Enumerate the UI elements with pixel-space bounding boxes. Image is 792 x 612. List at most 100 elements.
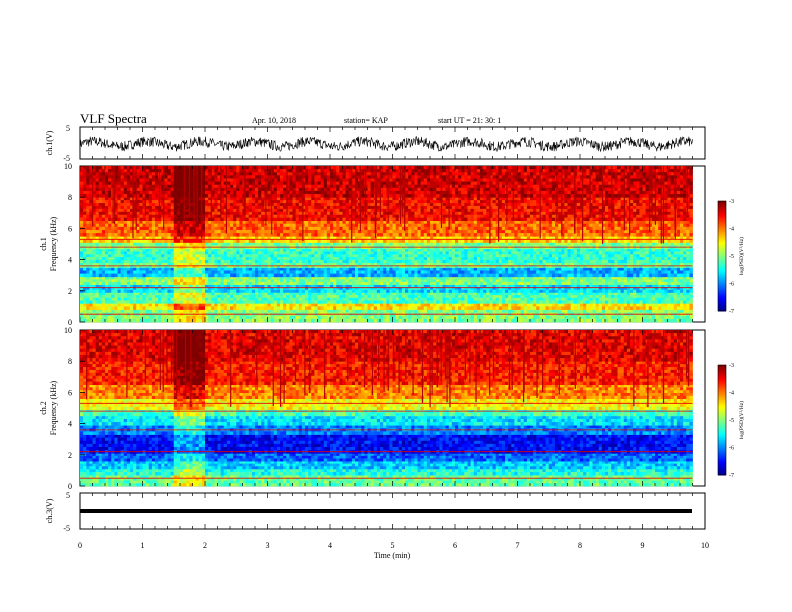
spectrogram-cell <box>546 306 550 310</box>
spectrogram-cell <box>574 295 578 298</box>
spectrogram-cell <box>436 316 440 320</box>
spectrogram-cell <box>330 310 334 314</box>
spectrogram-cell <box>536 306 540 310</box>
spectrogram-cell <box>489 316 493 320</box>
spectrogram-cell <box>436 306 440 310</box>
spectrogram-cell <box>421 316 425 320</box>
spectrogram-cell <box>283 310 287 314</box>
spectrogram-cell <box>349 306 353 310</box>
spectrogram-cell <box>258 316 262 320</box>
spectrogram-cell <box>405 303 409 307</box>
spectrogram-cell <box>543 316 547 320</box>
spectrogram-cell <box>689 310 693 314</box>
spectrogram-cell <box>121 292 125 295</box>
spectrogram-cell <box>89 292 93 295</box>
spectrogram-cell <box>171 319 175 323</box>
spectrogram-cell <box>136 316 140 320</box>
spectrogram-cell <box>333 295 337 298</box>
spectrogram-cell <box>255 319 259 323</box>
spectrogram-cell <box>271 306 275 310</box>
spectrogram-cell <box>296 292 300 295</box>
spectrogram-cell <box>93 292 97 295</box>
spectrogram-cell <box>127 303 131 307</box>
spectrogram-cell <box>386 306 390 310</box>
spectrogram-cell <box>274 295 278 298</box>
spectrogram-cell <box>555 303 559 307</box>
spectrogram-cell <box>502 292 506 295</box>
spectrogram-cell <box>605 292 609 295</box>
spectrogram-cell <box>180 306 184 310</box>
spectrogram-cell <box>224 319 228 323</box>
spectrogram-cell <box>521 316 525 320</box>
spectrogram-cell <box>280 306 284 310</box>
spectrogram-cell <box>230 306 234 310</box>
spectrogram-cell <box>530 319 534 323</box>
spectrogram-cell <box>174 310 178 314</box>
spectrogram-cell <box>86 319 90 323</box>
spectrogram-cell <box>193 316 197 320</box>
spectrogram-cell <box>524 292 528 295</box>
spectrogram-cell <box>536 319 540 323</box>
spectrogram-cell <box>549 316 553 320</box>
spectrogram-cell <box>121 303 125 307</box>
spectrogram-cell <box>596 319 600 323</box>
ch1-spectrogram-image <box>80 166 693 322</box>
spectrogram-cell <box>236 319 240 323</box>
spectrogram-cell <box>439 316 443 320</box>
spectrogram-cell <box>539 306 543 310</box>
spectrogram-cell <box>668 310 672 314</box>
spectrogram-cell <box>643 306 647 310</box>
spectrogram-cell <box>633 306 637 310</box>
spectrogram-cell <box>236 295 240 298</box>
spectrogram-cell <box>239 292 243 295</box>
spectrogram-cell <box>564 310 568 314</box>
spectrogram-cell <box>227 306 231 310</box>
spectrogram-cell <box>155 292 159 295</box>
spectrogram-cell <box>193 319 197 323</box>
spectrogram-cell <box>149 310 153 314</box>
spectrogram-cell <box>108 303 112 307</box>
spectrogram-cell <box>349 319 353 323</box>
spectrogram-cell <box>211 292 215 295</box>
spectrogram-cell <box>327 306 331 310</box>
spectrogram-cell <box>580 306 584 310</box>
spectrogram-cell <box>605 319 609 323</box>
spectrogram-cell <box>224 303 228 307</box>
spectrogram-cell <box>261 319 265 323</box>
spectrogram-cell <box>564 316 568 320</box>
spectrogram-cell <box>671 310 675 314</box>
spectrogram-cell <box>552 310 556 314</box>
spectrogram-cell <box>280 295 284 298</box>
spectrogram-cell <box>246 295 250 298</box>
spectrogram-cell <box>524 303 528 307</box>
spectrogram-cell <box>408 310 412 314</box>
spectrogram-cell <box>636 316 640 320</box>
spectrogram-cell <box>627 310 631 314</box>
spectrogram-cell <box>230 295 234 298</box>
spectrogram-cell <box>655 292 659 295</box>
spectrogram-cell <box>543 319 547 323</box>
spectrogram-cell <box>621 292 625 295</box>
spectrogram-cell <box>136 306 140 310</box>
spectrogram-cell <box>224 316 228 320</box>
spectrogram-cell <box>443 292 447 295</box>
spectrogram-cell <box>318 303 322 307</box>
spectrogram-cell <box>383 295 387 298</box>
spectrogram-cell <box>258 295 262 298</box>
spectrogram-cell <box>199 306 203 310</box>
spectrogram-cell <box>255 310 259 314</box>
spectrogram-cell <box>268 295 272 298</box>
spectrogram-cell <box>186 303 190 307</box>
spectrogram-cell <box>511 316 515 320</box>
spectrogram-cell <box>418 316 422 320</box>
spectrogram-cell <box>599 306 603 310</box>
spectrogram-cell <box>468 295 472 298</box>
spectrogram-cell <box>549 306 553 310</box>
spectrogram-cell <box>443 303 447 307</box>
spectrogram-cell <box>214 303 218 307</box>
spectrogram-cell <box>658 292 662 295</box>
spectrogram-cell <box>386 316 390 320</box>
spectrogram-cell <box>108 306 112 310</box>
spectrogram-cell <box>499 292 503 295</box>
spectrogram-cell <box>561 306 565 310</box>
